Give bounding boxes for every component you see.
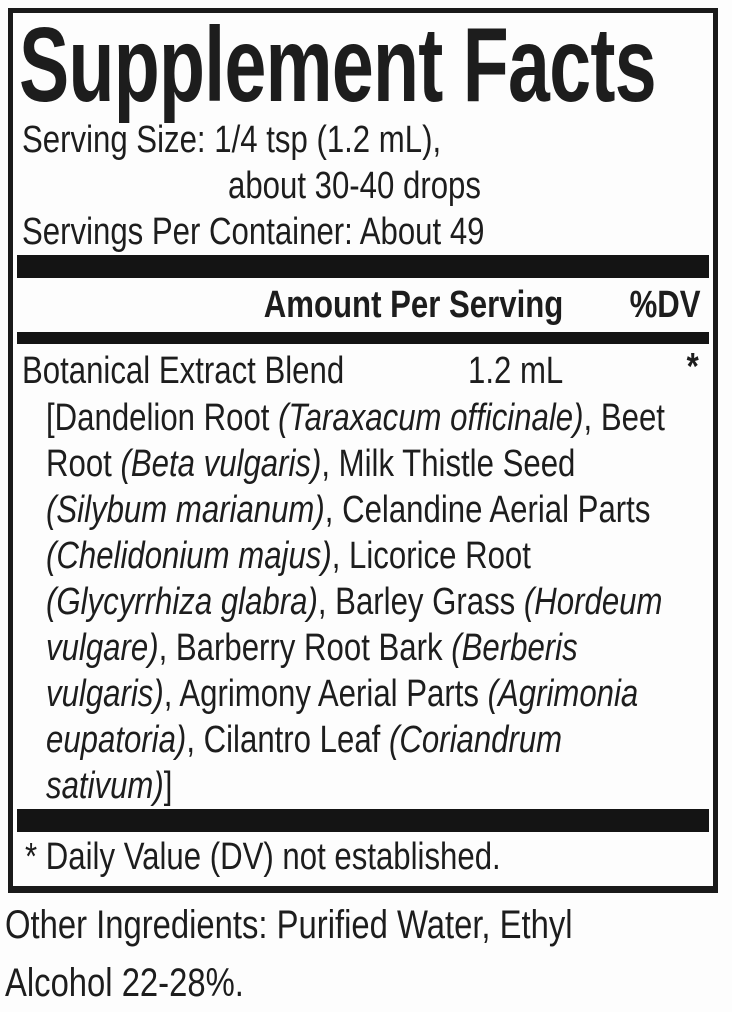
- ingredient-line: vulgaris), Agrimony Aerial Parts (Agrimo…: [46, 673, 639, 715]
- serving-size-line1: Serving Size: 1/4 tsp (1.2 mL),: [22, 119, 442, 161]
- amount-per-serving-header: Amount Per Serving: [263, 284, 563, 326]
- panel-title-text: Supplement Facts: [19, 8, 657, 124]
- ingredient-line: (Silybum marianum), Celandine Aerial Par…: [46, 489, 651, 531]
- dv-footnote: * Daily Value (DV) not established.: [25, 836, 501, 878]
- divider-bar-top: [17, 255, 709, 278]
- percent-dv-header: %DV: [630, 284, 701, 326]
- blend-dv-asterisk: *: [686, 346, 699, 388]
- column-header-row: Amount Per Serving %DV: [13, 278, 713, 332]
- blend-row: Botanical Extract Blend 1.2 mL *: [13, 346, 713, 395]
- divider-bar-header: [17, 332, 709, 344]
- serving-info: Serving Size: 1/4 tsp (1.2 mL), about 30…: [13, 117, 713, 255]
- blend-amount: 1.2 mL: [468, 350, 564, 392]
- ingredient-line: (Chelidonium majus), Licorice Root: [46, 535, 531, 577]
- servings-per-container: Servings Per Container: About 49: [22, 211, 485, 253]
- ingredient-line: vulgare), Barberry Root Bark (Berberis: [46, 627, 578, 669]
- other-ingredients-line2: Alcohol 22-28%.: [5, 961, 244, 1005]
- ingredient-line: Root (Beta vulgaris), Milk Thistle Seed: [46, 443, 576, 485]
- ingredient-line: eupatoria), Cilantro Leaf (Coriandrum: [46, 719, 563, 761]
- other-ingredients-line1: Other Ingredients: Purified Water, Ethyl: [5, 903, 573, 947]
- supplement-facts-panel: Supplement Facts Serving Size: 1/4 tsp (…: [8, 8, 718, 893]
- panel-title: Supplement Facts: [19, 8, 713, 124]
- ingredient-line: [Dandelion Root (Taraxacum officinale), …: [46, 397, 665, 439]
- serving-size-line2: about 30-40 drops: [228, 165, 481, 207]
- ingredient-line: (Glycyrrhiza glabra), Barley Grass (Hord…: [46, 581, 663, 623]
- divider-bar-bottom: [17, 809, 709, 832]
- blend-name: Botanical Extract Blend: [22, 350, 345, 392]
- other-ingredients: Other Ingredients: Purified Water, Ethyl…: [5, 896, 697, 1012]
- ingredient-line: sativum)]: [46, 765, 173, 807]
- ingredient-list: [Dandelion Root (Taraxacum officinale), …: [13, 395, 713, 809]
